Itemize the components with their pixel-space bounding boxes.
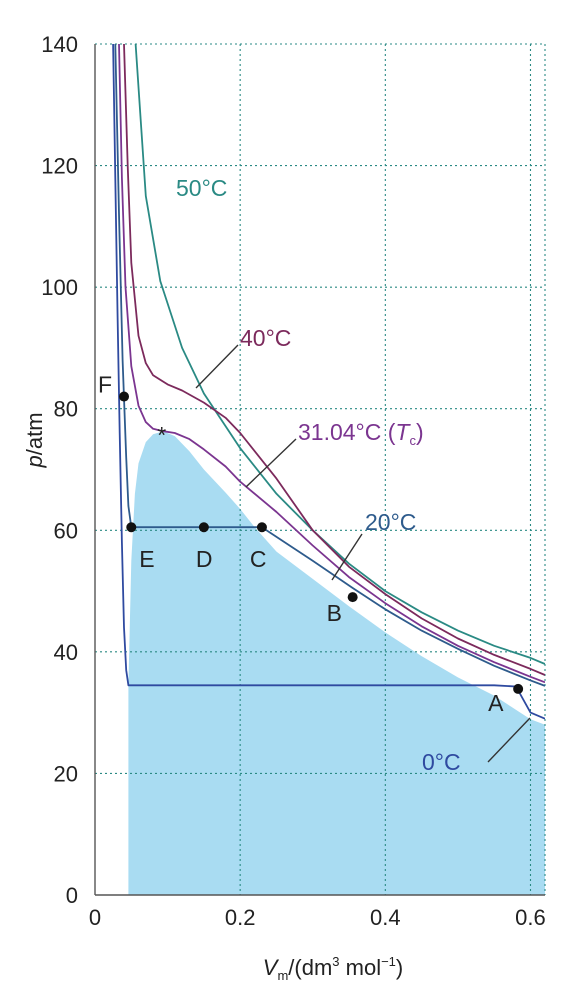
curve-label-leader	[331, 533, 363, 581]
curve-label-31-04-c: 31.04°C (Tc)	[298, 419, 424, 448]
critical-point-marker: *	[157, 422, 166, 448]
y-tick-label: 0	[66, 883, 78, 908]
state-point-f	[119, 391, 130, 402]
y-tick-label: 80	[54, 397, 78, 422]
curve-label-20-c: 20°C	[365, 509, 416, 535]
x-tick-label: 0	[89, 905, 101, 930]
isotherm-40-c	[123, 44, 545, 676]
curve-label-leader	[487, 717, 531, 763]
x-tick-label: 0.6	[515, 905, 546, 930]
state-point-label-e: E	[139, 546, 154, 572]
curve-label-leader	[195, 344, 239, 389]
two-phase-region	[128, 431, 545, 895]
state-point-d	[198, 522, 209, 533]
state-point-a	[513, 683, 524, 694]
y-tick-label: 100	[41, 275, 78, 300]
state-point-label-d: D	[196, 546, 213, 572]
y-tick-label: 60	[54, 518, 78, 543]
state-point-label-c: C	[250, 546, 267, 572]
x-tick-label: 0.2	[225, 905, 256, 930]
y-tick-label: 20	[54, 761, 78, 786]
x-tick-label: 0.4	[370, 905, 401, 930]
isotherm-20-c	[114, 44, 545, 687]
isotherm-31-04-c	[118, 44, 545, 684]
state-point-c	[256, 522, 267, 533]
curve-label-leader	[245, 438, 297, 488]
plot-area: 0 20 40 60 80 100 120 140 0 0.2 0.4 0.6 * A B C D E F 50°C 4…	[22, 32, 546, 983]
curve-label-50-c: 50°C	[176, 175, 227, 201]
y-tick-label: 40	[54, 640, 78, 665]
x-axis-title: Vm/(dm3 mol−1)	[263, 954, 403, 983]
state-point-b	[347, 592, 358, 603]
state-point-label-b: B	[327, 600, 342, 626]
y-axis-title: p/atm	[22, 412, 47, 468]
curve-label-40-c: 40°C	[240, 325, 291, 351]
y-tick-label: 120	[41, 154, 78, 179]
state-point-label-f: F	[98, 372, 112, 398]
y-tick-label: 140	[41, 32, 78, 57]
state-point-label-a: A	[488, 690, 504, 716]
state-point-e	[126, 522, 137, 533]
curve-label-0-c: 0°C	[422, 749, 461, 775]
